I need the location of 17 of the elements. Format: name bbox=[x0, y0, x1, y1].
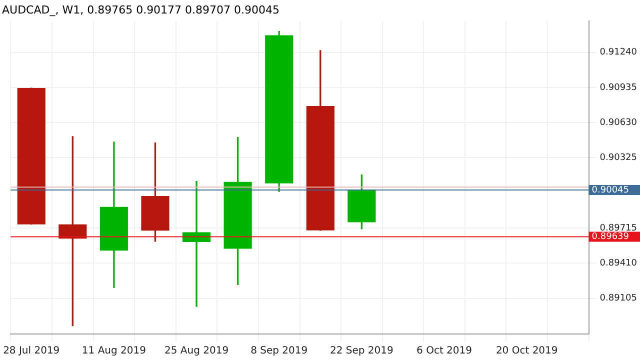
y-tick-label: 0.90630 bbox=[600, 118, 638, 128]
y-tick-label: 0.91240 bbox=[600, 48, 638, 58]
y-tick-label: 0.89410 bbox=[600, 258, 638, 268]
y-tick-label: 0.90325 bbox=[600, 153, 637, 164]
x-tick-label: 28 Jul 2019 bbox=[3, 346, 60, 357]
chart-title: AUDCAD_, W1, 0.89765 0.90177 0.89707 0.90045 bbox=[2, 3, 280, 16]
x-tick-label: 25 Aug 2019 bbox=[164, 346, 229, 357]
y-tick-label: 0.89715 bbox=[600, 223, 637, 234]
x-tick-label: 6 Oct 2019 bbox=[416, 346, 472, 357]
x-tick-label: 11 Aug 2019 bbox=[82, 346, 146, 357]
ref-line-label: 0.90045 bbox=[592, 185, 629, 196]
y-tick-label: 0.90935 bbox=[600, 82, 637, 93]
y-tick-label: 0.89105 bbox=[600, 294, 637, 304]
x-tick-label: 8 Sep 2019 bbox=[250, 346, 308, 357]
x-tick-label: 22 Sep 2019 bbox=[330, 346, 394, 357]
ref-line-label: 0.89639 bbox=[592, 232, 630, 242]
x-tick-label: 20 Oct 2019 bbox=[496, 346, 558, 357]
